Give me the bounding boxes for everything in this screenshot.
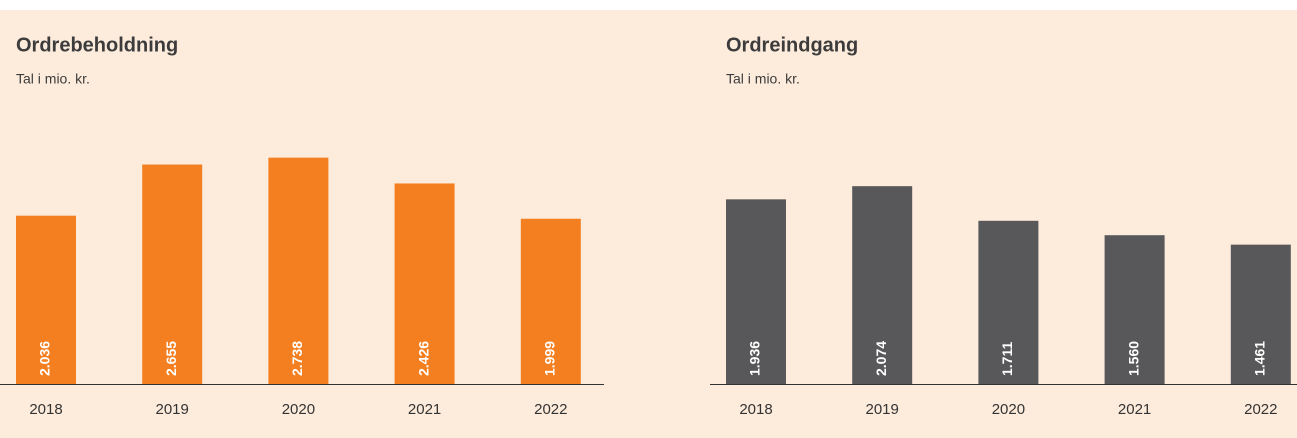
bar bbox=[1104, 235, 1165, 384]
bar bbox=[16, 215, 76, 384]
bar bbox=[142, 164, 203, 384]
value-label: 2.655 bbox=[163, 341, 179, 376]
value-label: 2.738 bbox=[289, 341, 305, 376]
bar bbox=[520, 218, 581, 384]
bar bbox=[978, 220, 1039, 384]
bar bbox=[852, 186, 913, 384]
x-tick-label: 2019 bbox=[156, 401, 189, 418]
x-tick-label: 2018 bbox=[739, 401, 772, 418]
value-label: 2.074 bbox=[873, 341, 889, 376]
value-label: 2.426 bbox=[415, 341, 431, 376]
x-tick-label: 2018 bbox=[29, 401, 62, 418]
x-tick-label: 2021 bbox=[1118, 401, 1151, 418]
x-tick-label: 2020 bbox=[282, 401, 315, 418]
chart-title: Ordrebeholdning bbox=[16, 34, 178, 56]
value-label: 1.936 bbox=[747, 341, 763, 376]
bar bbox=[726, 199, 786, 384]
x-tick-label: 2019 bbox=[866, 401, 899, 418]
value-label: 2.036 bbox=[37, 341, 53, 376]
x-tick-label: 2020 bbox=[992, 401, 1025, 418]
x-tick-label: 2022 bbox=[534, 401, 567, 418]
bar bbox=[394, 183, 455, 384]
x-tick-label: 2021 bbox=[408, 401, 441, 418]
bar bbox=[1230, 244, 1291, 384]
background bbox=[0, 10, 1297, 438]
chart-title: Ordreindgang bbox=[726, 34, 858, 56]
chart-subtitle: Tal i mio. kr. bbox=[16, 71, 90, 87]
value-label: 1.999 bbox=[542, 341, 558, 376]
chart-subtitle: Tal i mio. kr. bbox=[726, 71, 800, 87]
x-tick-label: 2022 bbox=[1244, 401, 1277, 418]
value-label: 1.711 bbox=[999, 342, 1015, 376]
bar bbox=[268, 157, 329, 384]
value-label: 1.560 bbox=[1125, 341, 1141, 376]
value-label: 1.461 bbox=[1252, 341, 1268, 376]
